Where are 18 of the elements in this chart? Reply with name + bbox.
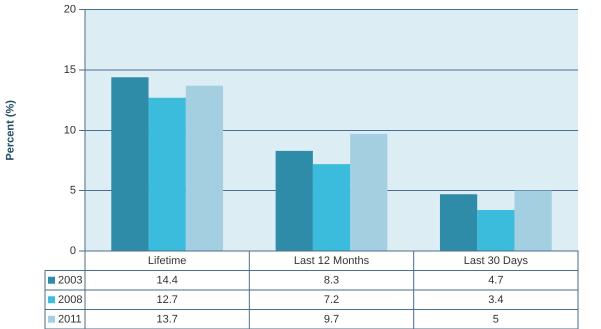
y-axis-title: Percent (%) — [4, 100, 17, 161]
y-tick-label: 5 — [70, 184, 76, 197]
x-tick-label: Lifetime — [148, 254, 186, 267]
data-label: 9.7 — [324, 313, 340, 326]
data-label: 14.4 — [156, 274, 178, 286]
y-tick-label: 0 — [70, 245, 76, 258]
y-tick-label: 10 — [64, 124, 76, 136]
data-label: 5 — [492, 313, 499, 326]
x-tick-label: Last 12 Months — [294, 254, 370, 267]
data-label: 12.7 — [156, 294, 178, 306]
data-label: 7.2 — [324, 294, 340, 306]
data-label: 3.4 — [488, 294, 504, 306]
y-tick-label: 20 — [64, 4, 76, 16]
data-label: 8.3 — [324, 274, 340, 286]
x-tick-label: Last 30 Days — [464, 254, 528, 267]
data-label: 4.7 — [488, 274, 504, 286]
y-tick-label: 15 — [64, 64, 76, 76]
data-label: 13.7 — [156, 313, 178, 326]
